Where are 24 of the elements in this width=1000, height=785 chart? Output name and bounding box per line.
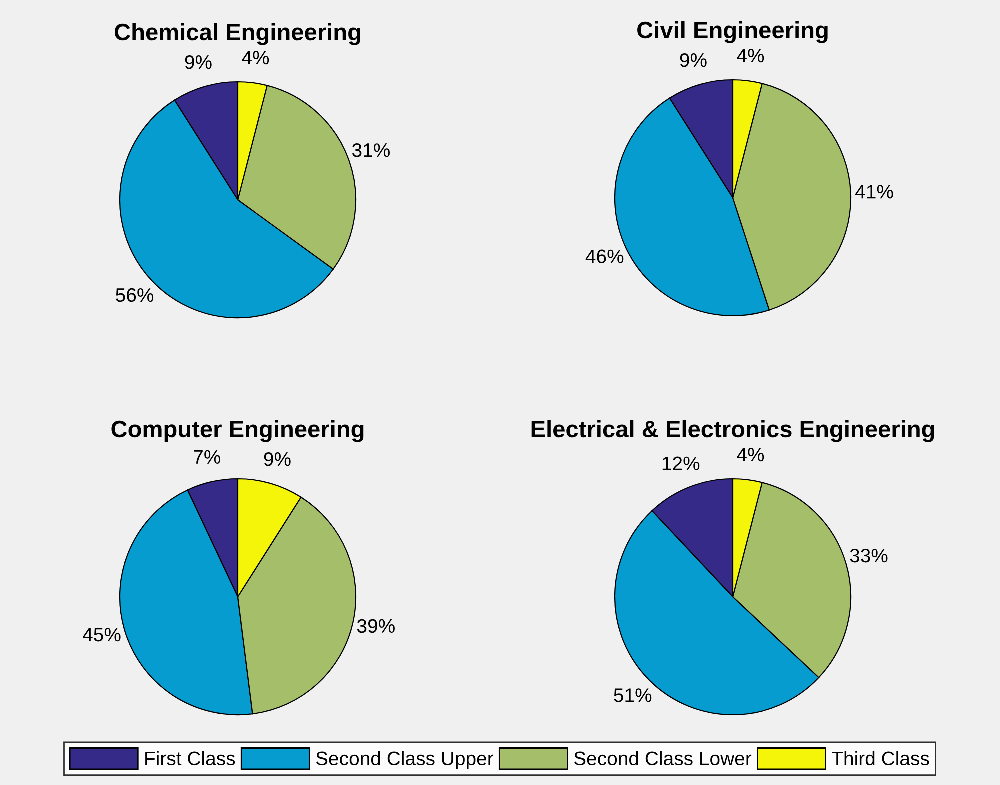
data-label: 31% [352,143,390,158]
data-label: 45% [83,628,121,642]
data-label: 39% [357,619,395,634]
data-label: 46% [586,250,624,264]
legend-label: Third Class [832,751,930,766]
data-label: 7% [194,450,220,464]
legend-label: Second Class Upper [316,751,494,770]
data-label: 12% [662,456,700,470]
data-label: 4% [737,49,764,63]
data-label: 41% [856,185,894,199]
data-label: 51% [614,688,652,702]
data-label: 4% [242,51,270,65]
legend-label: Second Class Lower [574,751,752,766]
data-label: 33% [850,548,888,563]
data-label: 9% [264,452,291,466]
legend-label: First Class [146,751,236,766]
data-label: 4% [737,448,764,462]
chart-title: Electrical & Electronics Engineering [532,420,934,442]
chart-title: Computer Engineering [112,420,364,442]
chart-title: Civil Engineering [638,21,828,44]
data-label: 9% [680,53,707,68]
data-label: 56% [116,288,154,302]
chart-title: Chemical Engineering [114,23,360,46]
data-label: 9% [185,55,212,70]
